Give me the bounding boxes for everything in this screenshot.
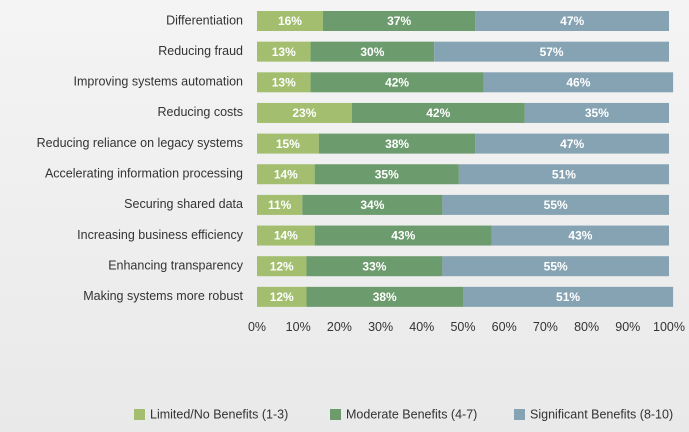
value-label: 15% [276,137,300,151]
bar-segment [314,225,492,246]
value-label: 38% [373,290,397,304]
bar-segment [483,72,674,93]
value-label: 16% [278,14,302,28]
bar-segment [257,72,311,93]
value-label: 55% [544,259,568,273]
value-label: 37% [387,14,411,28]
value-label: 43% [391,229,415,243]
x-tick-label: 100% [653,320,685,334]
legend-swatch [514,409,525,420]
legend-swatch [330,409,341,420]
bar-segment [310,41,435,62]
category-label: Differentiation [166,13,243,27]
bar-segment [442,256,669,277]
bar-segment [257,102,352,123]
category-label: Accelerating information processing [45,167,243,181]
category-label: Making systems more robust [83,289,243,303]
x-tick-label: 70% [533,320,558,334]
value-label: 35% [585,106,609,120]
bar-segment [434,41,669,62]
value-label: 51% [556,290,580,304]
value-label: 30% [360,45,384,59]
value-label: 33% [362,259,386,273]
bar-segment [318,133,476,154]
value-label: 46% [566,75,590,89]
value-label: 55% [544,198,568,212]
x-tick-label: 60% [492,320,517,334]
bar-segment [322,11,476,31]
legend-label: Moderate Benefits (4-7) [346,407,477,421]
value-label: 35% [375,167,399,181]
bar-segment [257,256,307,277]
value-label: 11% [268,198,292,212]
value-label: 14% [274,229,298,243]
legend-swatch [134,409,145,420]
value-label: 47% [560,14,584,28]
bar-segment [257,41,311,62]
category-label: Enhancing transparency [108,258,244,272]
bar-segment [257,286,307,307]
legend-label: Significant Benefits (8-10) [530,407,673,421]
bar-segment [257,11,323,31]
bar-segment [306,286,463,307]
value-label: 34% [360,198,384,212]
value-label: 38% [385,137,409,151]
value-label: 51% [552,167,576,181]
legend-label: Limited/No Benefits (1-3) [150,407,288,421]
bar-segment [314,164,459,185]
value-label: 42% [385,75,409,89]
x-tick-label: 20% [327,320,352,334]
bar-segment [310,72,484,93]
x-tick-label: 90% [615,320,640,334]
value-label: 57% [540,45,564,59]
bar-segment [302,194,443,215]
category-label: Reducing fraud [158,44,243,58]
value-label: 13% [272,75,296,89]
category-label: Reducing reliance on legacy systems [37,136,243,150]
x-tick-label: 50% [450,320,475,334]
bar-segment [351,102,525,123]
bar-segment [458,164,669,185]
category-label: Increasing business efficiency [77,228,244,242]
x-tick-label: 80% [574,320,599,334]
category-label: Improving systems automation [73,75,243,89]
value-label: 23% [292,106,316,120]
x-tick-label: 10% [286,320,311,334]
bar-segment [257,133,319,154]
x-tick-label: 0% [248,320,266,334]
bar-segment [475,11,669,31]
bar-segment [475,133,669,154]
bar-segment [491,225,669,246]
bar-segment [463,286,674,307]
value-label: 12% [270,290,294,304]
bar-segment [257,225,315,246]
value-label: 13% [272,45,296,59]
bar-segment [257,164,315,185]
value-label: 47% [560,137,584,151]
bar-segment [306,256,443,277]
value-label: 42% [426,106,450,120]
value-label: 14% [274,167,298,181]
category-label: Reducing costs [158,105,243,119]
bar-segment [442,194,669,215]
x-tick-label: 30% [368,320,393,334]
bar-segment [524,102,669,123]
category-label: Securing shared data [124,197,243,211]
value-label: 12% [270,259,294,273]
value-label: 43% [568,229,592,243]
bar-segment [257,194,303,215]
x-tick-label: 40% [409,320,434,334]
